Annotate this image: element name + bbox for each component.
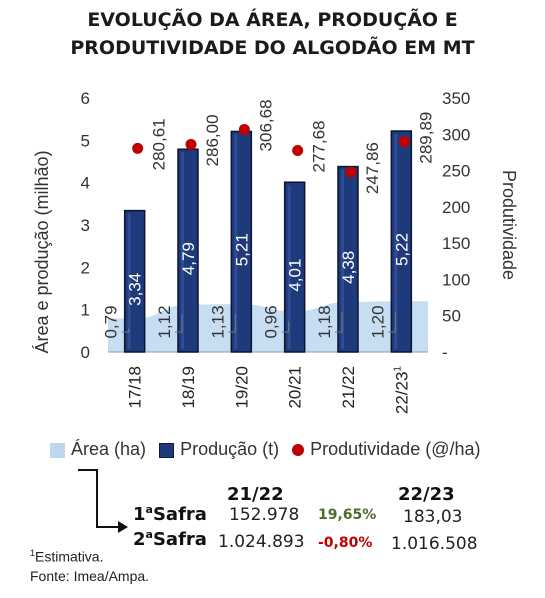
comparison-row2-value-2223: 1.016.508 (391, 534, 478, 554)
area-data-label: 0,79 (102, 305, 121, 338)
y-left-tick-label: 1 (81, 301, 90, 320)
productivity-data-label: 247,86 (363, 142, 382, 194)
x-category-label: 19/20 (232, 366, 251, 409)
productivity-point (292, 144, 304, 156)
production-data-label: 4,01 (286, 259, 305, 292)
production-bar-highlight (127, 213, 131, 349)
legend-label-productivity: Produtividade (@/ha) (310, 438, 481, 459)
legend-swatch-production (159, 442, 175, 458)
y-left-tick-label: 4 (81, 174, 90, 193)
comparison-row2-change: -0,80% (318, 535, 373, 551)
productivity-data-label: 277,68 (310, 120, 329, 172)
legend-swatch-productivity (292, 444, 305, 456)
area-data-label: 1,12 (155, 305, 174, 338)
productivity-point (238, 123, 250, 135)
production-data-label: 4,38 (339, 251, 358, 284)
comparison-row1-change: 19,65% (318, 507, 377, 523)
productivity-data-label: 286,00 (203, 114, 222, 166)
legend-item-production: Produção (t) (159, 439, 279, 460)
area-label-leader (335, 312, 343, 333)
title-line-2: PRODUTIVIDADE DO ALGODÃO EM MT (70, 37, 475, 59)
y-right-axis-title: Produtividade (499, 170, 519, 280)
x-category-label: 20/21 (286, 366, 305, 409)
y-right-tick-label: 150 (442, 234, 470, 253)
production-data-label: 5,21 (232, 233, 251, 266)
area-data-label: 1,20 (368, 305, 387, 338)
y-left-tick-label: 2 (81, 258, 90, 277)
comparison-col1-header: 21/22 (227, 484, 284, 505)
y-right-tick-label: - (442, 343, 448, 362)
y-left-tick-label: 5 (81, 131, 90, 150)
productivity-data-label: 306,68 (256, 99, 275, 151)
legend-item-productivity: Produtividade (@/ha) (292, 439, 480, 460)
production-bar-highlight (181, 152, 184, 349)
productivity-data-label: 280,61 (150, 118, 169, 170)
y-right-tick-label: 100 (442, 270, 470, 289)
x-category-label: 22/231 (392, 366, 411, 415)
productivity-point (185, 138, 197, 150)
title-line-1: EVOLUÇÃO DA ÁREA, PRODUÇÃO E (87, 9, 458, 31)
area-label-leader (281, 321, 290, 333)
y-right-tick-label: 350 (442, 89, 470, 108)
comparison-col2-header: 22/23 (398, 484, 455, 505)
y-left-tick-label: 0 (81, 343, 90, 362)
x-category-label: 21/22 (339, 366, 358, 409)
legend-swatch-area (50, 442, 65, 458)
footnote: 1Estimativa. (30, 548, 104, 565)
productivity-point (345, 166, 357, 178)
area-label-leader (121, 328, 130, 333)
x-category-label: 17/18 (126, 366, 145, 409)
x-category-label: 18/19 (179, 366, 198, 409)
comparison-row1-value-2223: 183,03 (403, 507, 463, 527)
comparison-row1-value-2122: 152.978 (229, 505, 300, 525)
production-bar-highlight (234, 134, 238, 349)
productivity-point (132, 142, 144, 154)
source-note: Fonte: Imea/Ampa. (30, 568, 150, 584)
chart-plot: 0 1 2 3 4 5 6 - 50 100 150 200 250 300 350 Área e produ… (32, 89, 519, 415)
comparison-row2-value-2122: 1.024.893 (218, 532, 305, 552)
y-right-tick-label: 300 (442, 125, 470, 144)
area-data-label: 0,96 (262, 305, 281, 338)
y-left-tick-label: 3 (81, 216, 90, 235)
chart-title: EVOLUÇÃO DA ÁREA, PRODUÇÃO E PRODUTIVIDA… (0, 6, 545, 62)
legend-item-area: Área (ha) (50, 439, 146, 460)
production-data-label: 4,79 (179, 242, 198, 275)
area-label-leader (175, 314, 183, 333)
productivity-point (398, 136, 410, 148)
y-right-tick-label: 200 (442, 198, 470, 217)
x-category-footnote-mark: 1 (392, 366, 403, 372)
productivity-data-label: 289,89 (416, 112, 435, 164)
comparison-row1-label: 1aSafra (133, 503, 207, 525)
legend-label-production: Produção (t) (180, 438, 280, 459)
production-data-label: 3,34 (126, 273, 145, 306)
production-data-label: 5,22 (392, 233, 411, 266)
chart-legend: Área (ha) Produção (t) Produtividade (@/… (50, 438, 488, 460)
production-bar-highlight (341, 169, 344, 349)
area-data-label: 1,13 (208, 305, 227, 338)
production-bar-highlight (287, 185, 291, 349)
legend-label-area: Área (ha) (71, 438, 147, 459)
area-label-leader (228, 314, 236, 333)
y-right-tick-label: 250 (442, 162, 470, 181)
comparison-row2-label: 2aSafra (133, 528, 207, 550)
area-label-leader (388, 311, 396, 333)
y-left-tick-label: 6 (81, 89, 90, 108)
y-left-axis-title: Área e produção (milhão) (32, 150, 52, 353)
production-bar-highlight (394, 134, 398, 349)
area-data-label: 1,18 (315, 305, 334, 338)
y-right-tick-label: 50 (442, 307, 461, 326)
